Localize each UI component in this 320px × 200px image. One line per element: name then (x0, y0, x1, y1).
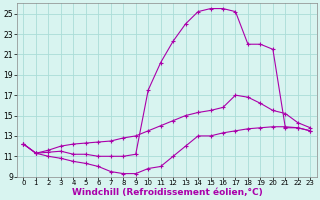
X-axis label: Windchill (Refroidissement éolien,°C): Windchill (Refroidissement éolien,°C) (72, 188, 262, 197)
